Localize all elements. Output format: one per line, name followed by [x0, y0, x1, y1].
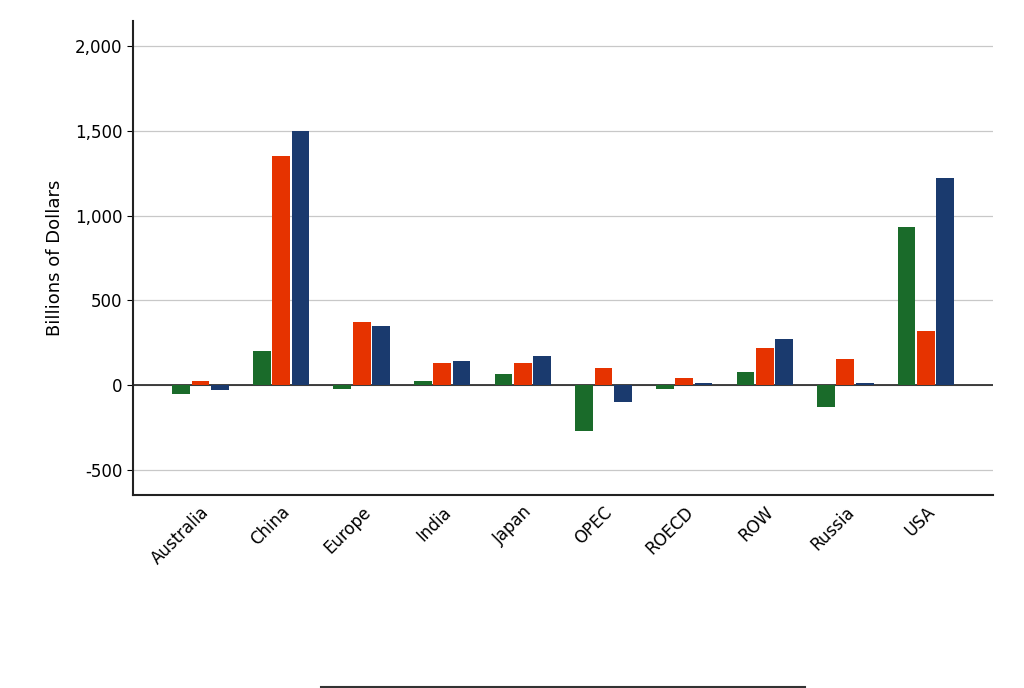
Bar [253, 352, 270, 385]
Bar [936, 178, 954, 385]
Bar [292, 131, 309, 385]
Bar [272, 156, 290, 385]
Bar [918, 331, 935, 385]
Bar [334, 385, 351, 389]
Bar [817, 385, 835, 407]
Bar [694, 383, 713, 385]
Bar [575, 385, 593, 431]
Bar [534, 356, 551, 385]
Bar [191, 381, 209, 385]
Bar [495, 374, 512, 385]
Bar [736, 372, 755, 385]
Bar [898, 228, 915, 385]
Bar [656, 385, 674, 389]
Bar [414, 381, 432, 385]
Bar [756, 348, 773, 385]
Bar [675, 378, 693, 385]
Legend: EV of Tax, Co-benefits, Net Impact: EV of Tax, Co-benefits, Net Impact [322, 687, 805, 688]
Bar [353, 323, 371, 385]
Bar [172, 385, 190, 394]
Y-axis label: Billions of Dollars: Billions of Dollars [46, 180, 65, 336]
Bar [775, 339, 793, 385]
Bar [372, 326, 390, 385]
Bar [453, 361, 470, 385]
Bar [211, 385, 228, 390]
Bar [856, 383, 873, 385]
Bar [595, 368, 612, 385]
Bar [614, 385, 632, 402]
Bar [433, 363, 452, 385]
Bar [514, 363, 531, 385]
Bar [837, 359, 854, 385]
